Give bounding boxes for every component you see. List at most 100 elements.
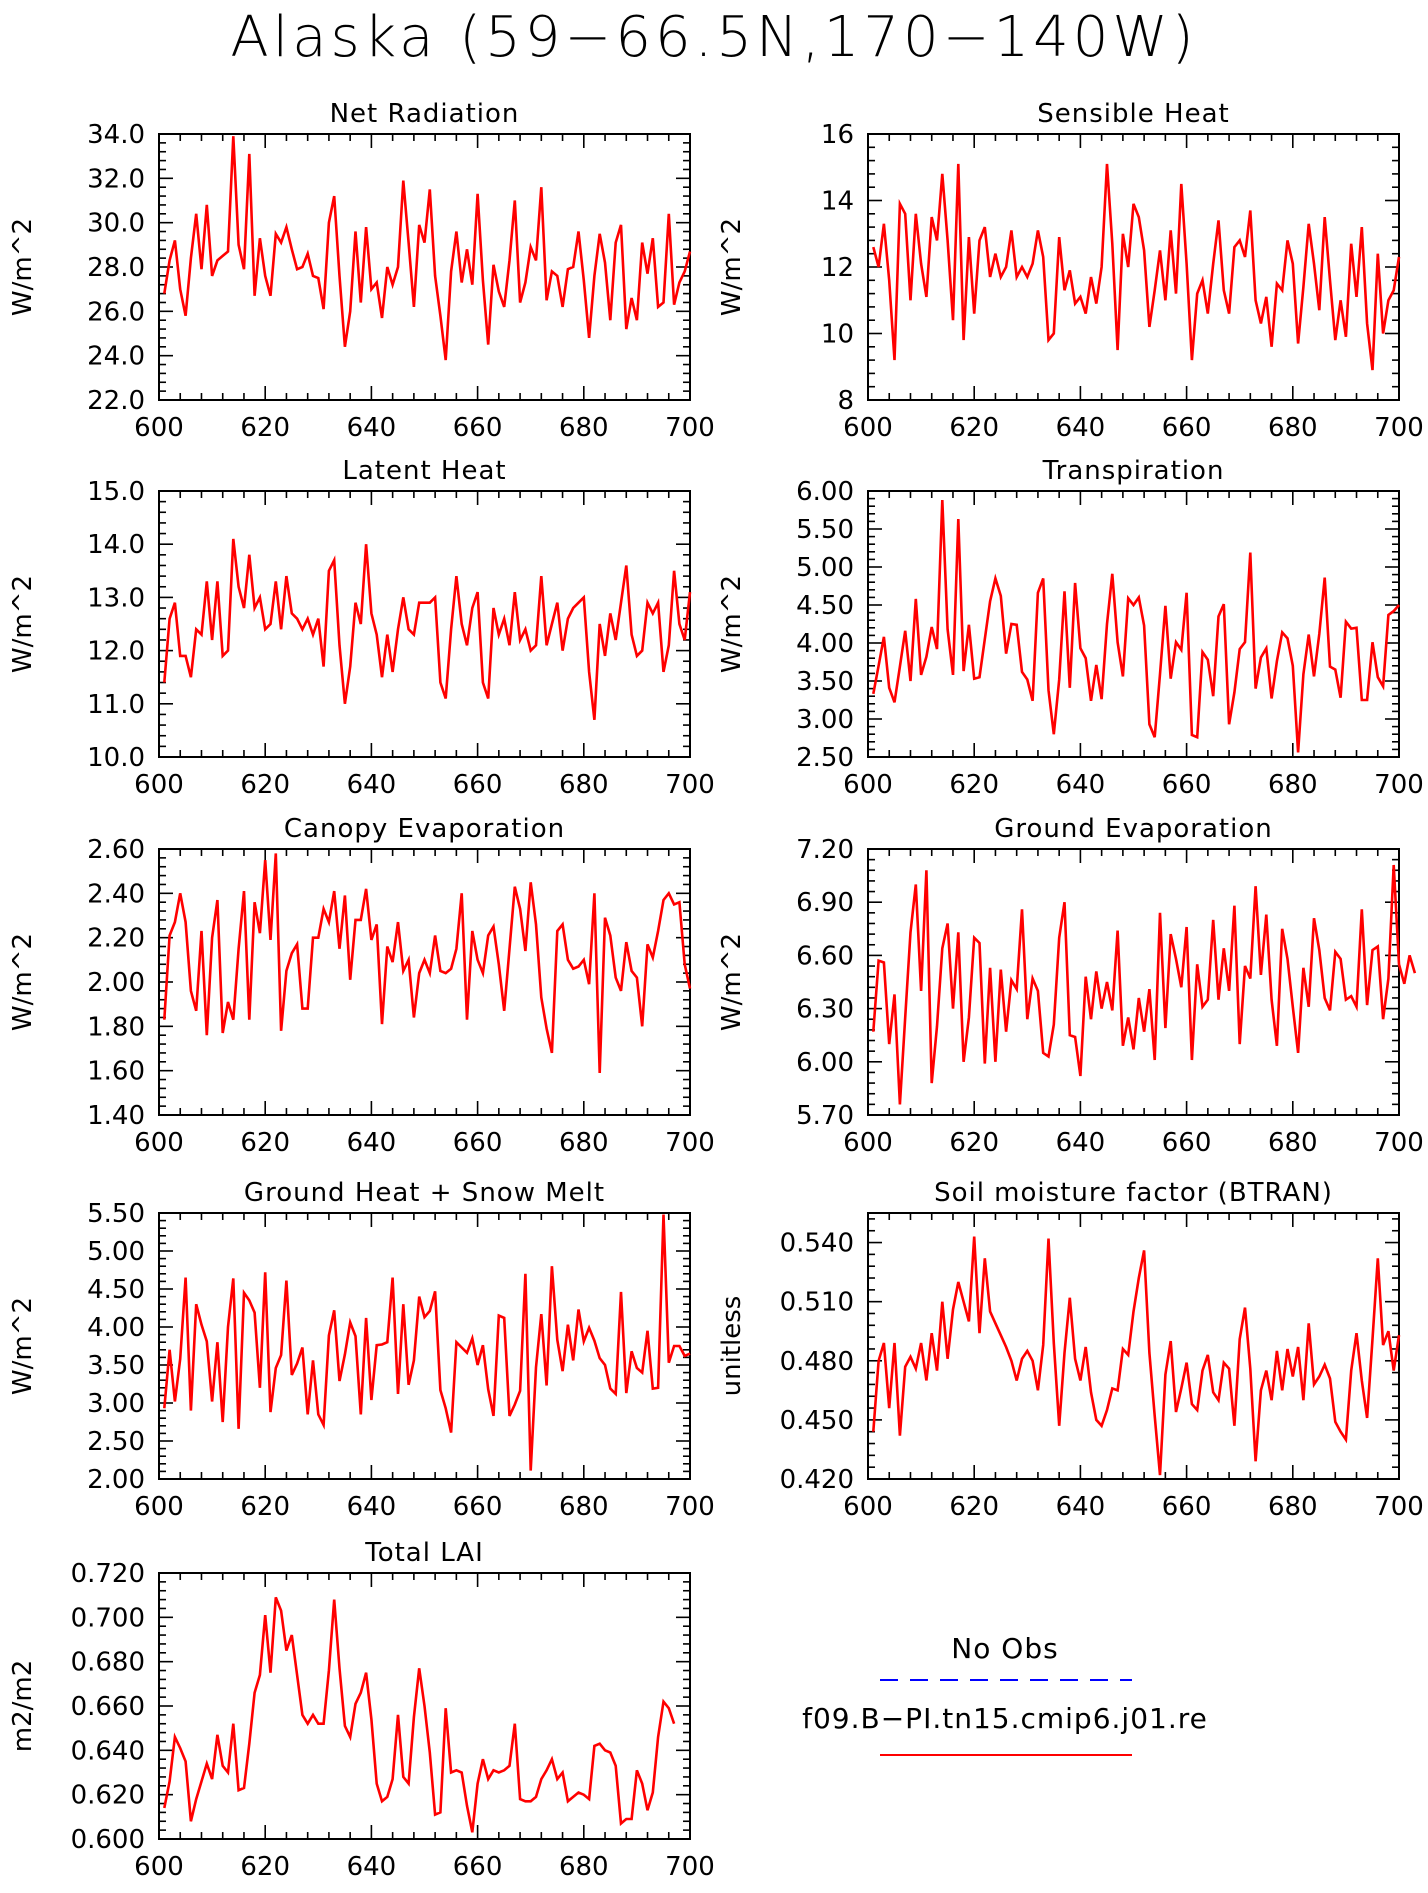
x-tick-label: 680: [1268, 1128, 1318, 1158]
chart-title: Ground Evaporation: [994, 814, 1272, 844]
x-tick-label: 680: [559, 770, 609, 800]
x-tick-label: 700: [665, 1128, 715, 1158]
y-tick-label: 30.0: [87, 209, 145, 239]
series-line-1: [872, 1236, 1401, 1476]
chart-title: Soil moisture factor (BTRAN): [934, 1178, 1333, 1208]
y-tick-label: 24.0: [87, 342, 145, 372]
series-line-1: [163, 538, 692, 720]
x-tick-label: 640: [347, 770, 397, 800]
y-tick-label: 2.00: [87, 968, 145, 998]
chart-panel-4: 600 620 640 660 680 700 2.50 3.00 3.50 4.00 4.50 5.…: [717, 456, 1424, 800]
y-tick-label: 1.80: [87, 1012, 145, 1042]
y-tick-label: 34.0: [87, 120, 145, 150]
series-line-1: [163, 1214, 691, 1471]
x-tick-label: 600: [134, 770, 184, 800]
x-tick-label: 620: [949, 1128, 999, 1158]
y-tick-label: 6.90: [796, 888, 854, 918]
x-tick-label: 600: [134, 1852, 184, 1882]
y-tick-label: 5.00: [87, 1237, 145, 1267]
y-tick-label: 16: [821, 120, 854, 150]
x-tick-label: 700: [1374, 413, 1424, 443]
y-tick-label: 3.50: [87, 1351, 145, 1381]
plot-frame: [867, 490, 1400, 758]
chart-panel-1: 600 620 640 660 680 700 22.0 24.0 26.0 28.0 30.0 32…: [8, 99, 715, 443]
y-axis-label: W/m^2: [717, 933, 747, 1031]
y-tick-label: 3.50: [796, 667, 854, 697]
x-tick-label: 640: [347, 1492, 397, 1522]
y-axis-label: W/m^2: [8, 1297, 38, 1395]
y-tick-label: 5.70: [796, 1101, 854, 1131]
chart-panel-6: 600 620 640 660 680 700 5.70 6.00 6.30 6.60 6.90 7.…: [717, 814, 1424, 1158]
y-tick-label: 1.40: [87, 1101, 145, 1131]
x-tick-label: 680: [559, 1128, 609, 1158]
x-tick-label: 660: [1162, 1128, 1212, 1158]
y-axis-label: W/m^2: [717, 575, 747, 673]
y-tick-label: 4.50: [796, 591, 854, 621]
y-tick-label: 0.640: [71, 1736, 145, 1766]
y-tick-label: 0.480: [780, 1347, 854, 1377]
y-tick-label: 0.680: [71, 1648, 145, 1678]
y-tick-label: 2.20: [87, 924, 145, 954]
x-tick-label: 620: [949, 770, 999, 800]
y-tick-label: 4.50: [87, 1275, 145, 1305]
y-tick-label: 13.0: [87, 583, 145, 613]
x-tick-label: 640: [1056, 413, 1106, 443]
x-tick-label: 600: [843, 770, 893, 800]
chart-title: Ground Heat + Snow Melt: [244, 1178, 605, 1208]
y-axis-label: unitless: [717, 1296, 747, 1397]
series-line-1: [872, 864, 1417, 1105]
chart-title: Total LAI: [364, 1538, 484, 1568]
y-tick-label: 2.50: [87, 1427, 145, 1457]
chart-title: Net Radiation: [330, 99, 520, 129]
y-tick-label: 0.450: [780, 1406, 854, 1436]
x-tick-label: 600: [134, 1492, 184, 1522]
y-tick-label: 0.720: [71, 1559, 145, 1589]
legend-obs-label: No Obs: [951, 1632, 1058, 1665]
legend-model-label: f09.B−PI.tn15.cmip6.j01.re: [802, 1702, 1208, 1735]
x-tick-label: 680: [559, 1852, 609, 1882]
x-tick-label: 620: [240, 1852, 290, 1882]
x-tick-label: 680: [559, 1492, 609, 1522]
y-axis-label: W/m^2: [717, 218, 747, 316]
series-line-1: [872, 163, 1401, 371]
x-tick-label: 640: [347, 413, 397, 443]
x-tick-label: 620: [949, 1492, 999, 1522]
y-tick-label: 0.420: [780, 1465, 854, 1495]
x-tick-label: 660: [1162, 1492, 1212, 1522]
figure-title: Alaska (59−66.5N,170−140W): [230, 5, 1198, 70]
y-tick-label: 6.00: [796, 1048, 854, 1078]
plot-frame: [867, 848, 1400, 1116]
chart-title: Sensible Heat: [1037, 99, 1229, 129]
y-tick-label: 8: [837, 386, 854, 416]
y-tick-label: 14: [821, 187, 854, 217]
y-tick-label: 0.620: [71, 1781, 145, 1811]
y-tick-label: 6.60: [796, 941, 854, 971]
chart-panel-9: 600 620 640 660 680 700 0.600 0.620 0.640 0.660 0.…: [8, 1538, 715, 1882]
y-axis-label: W/m^2: [8, 218, 38, 316]
y-tick-label: 12: [821, 253, 854, 283]
x-tick-label: 620: [240, 1492, 290, 1522]
x-tick-label: 700: [1374, 1492, 1424, 1522]
y-axis-label: W/m^2: [8, 575, 38, 673]
x-tick-label: 620: [240, 1128, 290, 1158]
y-tick-label: 10.0: [87, 743, 145, 773]
chart-title: Canopy Evaporation: [284, 814, 565, 844]
y-tick-label: 0.600: [71, 1825, 145, 1855]
x-tick-label: 700: [1374, 770, 1424, 800]
y-tick-label: 32.0: [87, 164, 145, 194]
x-tick-label: 660: [453, 1852, 503, 1882]
x-tick-label: 660: [453, 413, 503, 443]
x-tick-label: 620: [240, 770, 290, 800]
y-tick-label: 0.510: [780, 1288, 854, 1318]
x-tick-label: 680: [1268, 413, 1318, 443]
x-tick-label: 660: [1162, 770, 1212, 800]
y-axis-label: m2/m2: [8, 1660, 38, 1753]
series-line-1: [163, 1596, 676, 1833]
x-tick-label: 660: [453, 770, 503, 800]
x-tick-label: 640: [347, 1852, 397, 1882]
x-tick-label: 700: [665, 1852, 715, 1882]
x-tick-label: 600: [134, 1128, 184, 1158]
y-tick-label: 2.00: [87, 1465, 145, 1495]
y-tick-label: 11.0: [87, 690, 145, 720]
